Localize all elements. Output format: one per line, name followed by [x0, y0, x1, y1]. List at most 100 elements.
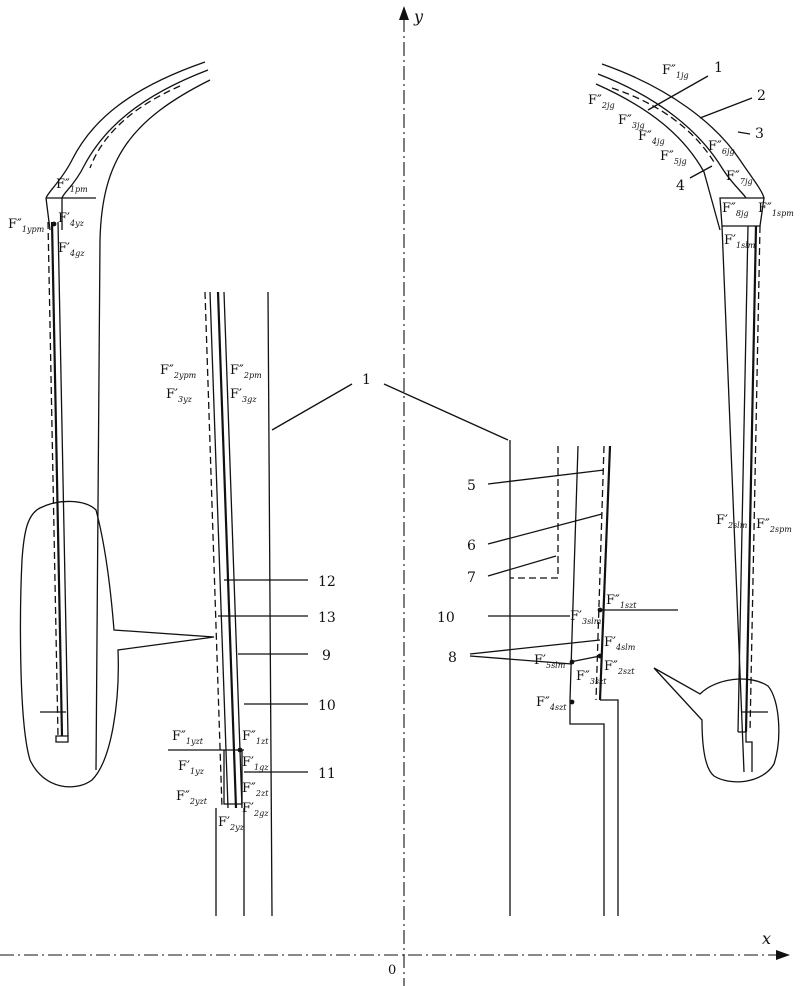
callout-3: 3	[755, 126, 764, 142]
callout-9: 9	[322, 648, 331, 664]
left-outer-skin	[45, 61, 206, 199]
right-outer-skin	[601, 63, 765, 199]
label-F3szt: F″3szt	[576, 669, 607, 686]
leader-5	[487, 469, 605, 485]
pt-1szt	[597, 607, 603, 613]
label-F1yzt: F″1yzt	[172, 729, 204, 746]
pt-2szt	[597, 653, 603, 659]
right-body-line	[721, 225, 745, 773]
leader-2	[699, 97, 753, 119]
leader-1-right	[383, 383, 509, 441]
label-F1gz: F′1gz	[242, 755, 269, 772]
callout-10-left: 10	[318, 698, 336, 714]
label-F1pm: F″1pm	[56, 177, 88, 194]
label-F2jg: F″2jg	[588, 93, 615, 110]
label-F1ypm: F″1ypm	[8, 217, 45, 234]
callout-13: 13	[318, 610, 336, 626]
leader-7	[487, 555, 557, 577]
callout-1-top: 1	[714, 60, 723, 76]
right-detail-link	[569, 655, 601, 663]
left-detail-line-b	[216, 291, 238, 809]
right-detail-dashed-step	[510, 446, 559, 579]
leader-8-a	[469, 639, 601, 655]
right-detail-lower-b	[600, 699, 619, 916]
callout-6: 6	[467, 538, 476, 554]
callout-11: 11	[318, 766, 336, 782]
label-F1spm: F″1spm	[758, 201, 794, 218]
left-overall-view	[19, 61, 215, 788]
callout-5: 5	[467, 478, 476, 494]
left-detail-dashed	[204, 291, 223, 809]
label-F4jg: F″4jg	[638, 129, 665, 146]
right-pillar-dashed	[749, 225, 761, 733]
x-axis-label: x	[762, 929, 771, 948]
label-F2yzt: F″2yzt	[176, 789, 208, 806]
label-F2spm: F″2spm	[756, 517, 792, 534]
callout-10-right: 10	[437, 610, 455, 626]
right-inner-skin	[597, 73, 747, 199]
axes: y x 0	[0, 6, 790, 986]
left-pillar-top	[45, 197, 63, 231]
label-F4slm: F′4slm	[604, 635, 636, 652]
right-body-curve	[595, 83, 721, 231]
left-detail-point	[237, 747, 243, 753]
pt-4szt	[569, 699, 575, 705]
leader-8-b	[469, 655, 573, 665]
callout-2: 2	[757, 88, 766, 104]
label-F7jg: F″7jg	[726, 169, 753, 186]
callout-8: 8	[448, 650, 457, 666]
left-pillar-main	[50, 221, 64, 737]
label-F1szt: F″1szt	[606, 593, 637, 610]
force-labels: F″1pm F″1ypm F′4yz F′4gz F″1jg F″2jg F″3…	[8, 63, 794, 832]
left-detail-foot	[223, 750, 243, 805]
left-detail-line-a	[209, 291, 229, 809]
left-pillar-inner	[57, 221, 69, 737]
callout-4: 4	[676, 178, 685, 194]
right-detail-view	[469, 440, 678, 916]
callout-12: 12	[318, 574, 336, 590]
label-F1jg: F″1jg	[662, 63, 689, 80]
label-F2zt: F″2zt	[242, 781, 269, 798]
left-body-curve	[95, 79, 211, 771]
callout-1: 1	[362, 372, 371, 388]
right-detail-line-a	[569, 445, 579, 701]
leader-4	[689, 165, 713, 179]
label-F3yz: F′3yz	[166, 387, 193, 404]
label-F2slm: F′2slm	[716, 513, 748, 530]
leader-6	[487, 513, 603, 545]
y-axis-arrow	[399, 6, 409, 20]
leader-1-top	[647, 75, 709, 111]
x-axis-arrow	[776, 950, 790, 960]
origin-label: 0	[388, 963, 396, 978]
y-axis-label: y	[413, 7, 424, 26]
label-F5jg: F″5jg	[660, 149, 687, 166]
right-overall-view	[595, 63, 780, 783]
left-detail-line-c	[223, 291, 243, 809]
left-detail-body	[267, 291, 273, 917]
label-F4gz: F′4gz	[58, 241, 85, 258]
label-F5slm: F′5slm	[534, 653, 566, 670]
left-pillar-dashed	[47, 221, 59, 737]
right-dashed-contour	[611, 87, 715, 163]
label-F1yz: F′1yz	[178, 759, 205, 776]
pt-5slm	[569, 659, 575, 665]
label-F2pm: F″2pm	[230, 363, 262, 380]
label-F2szt: F″2szt	[604, 659, 635, 676]
label-F2ypm: F″2ypm	[160, 363, 197, 380]
left-pillar-foot	[55, 735, 69, 743]
right-pillar-main	[744, 225, 758, 733]
label-F2yz: F′2yz	[218, 815, 245, 832]
right-pillar-inner	[737, 225, 749, 733]
callout-7: 7	[467, 570, 476, 586]
left-inner-skin	[61, 69, 209, 199]
label-F3slm: F′3slm	[570, 609, 602, 626]
leader-3	[737, 131, 751, 135]
label-F3gz: F′3gz	[230, 387, 257, 404]
right-detail-dashed	[595, 445, 605, 701]
label-F3jg: F″3jg	[618, 113, 645, 130]
label-F1zt: F″1zt	[242, 729, 269, 746]
leader-1-left	[271, 383, 353, 431]
label-F4szt: F″4szt	[536, 695, 567, 712]
label-F4yz: F′4yz	[58, 211, 85, 228]
